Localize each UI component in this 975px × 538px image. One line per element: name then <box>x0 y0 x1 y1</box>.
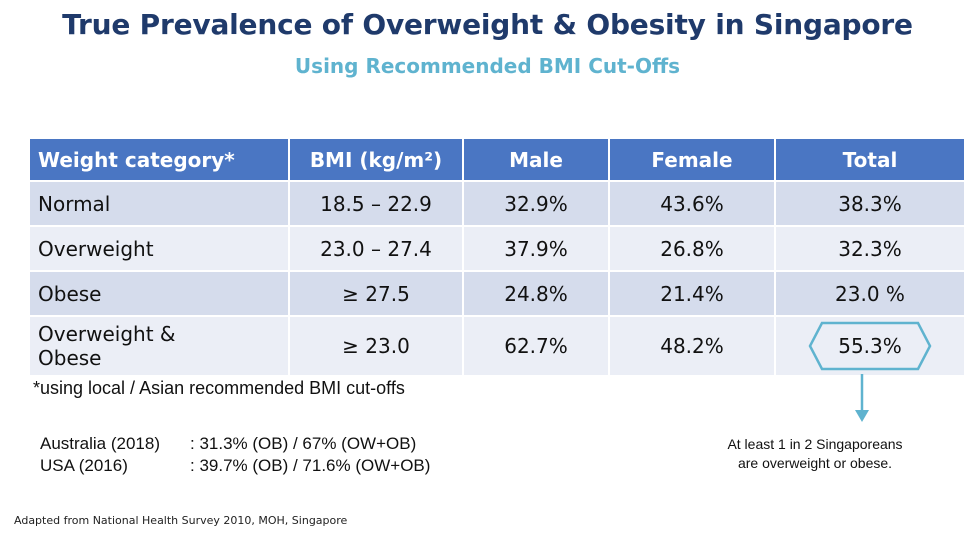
comparison-value: : 31.3% (OB) / 67% (OW+OB) <box>190 434 417 453</box>
page-subtitle: Using Recommended BMI Cut-Offs <box>294 54 681 78</box>
header-bmi: BMI (kg/m²) <box>289 139 464 181</box>
table-row: Overweight 23.0 – 27.4 37.9% 26.8% 32.3% <box>30 225 964 271</box>
table-row: Normal 18.5 – 22.9 32.9% 43.6% 38.3% <box>30 180 964 226</box>
table-row: Overweight & Obese ≥ 23.0 62.7% 48.2% 55… <box>30 315 964 375</box>
cell-category-line2: Obese <box>38 346 102 370</box>
callout-text: At least 1 in 2 Singaporeans are overwei… <box>680 435 950 473</box>
down-arrow-icon <box>855 374 869 422</box>
cell-female: 48.2% <box>609 315 776 375</box>
source-citation: Adapted from National Health Survey 2010… <box>14 514 348 527</box>
cell-category: Obese <box>30 270 290 316</box>
callout-line1: At least 1 in 2 Singaporeans <box>727 436 903 452</box>
callout-line2: are overweight or obese. <box>737 455 893 471</box>
comparison-label: USA (2016) <box>40 456 128 475</box>
comparison-label: Australia (2018) <box>40 434 161 453</box>
cell-bmi: 23.0 – 27.4 <box>289 225 464 271</box>
cell-male: 62.7% <box>463 315 610 375</box>
cell-female: 21.4% <box>609 270 776 316</box>
comparison-value: : 39.7% (OB) / 71.6% (OW+OB) <box>190 456 431 475</box>
cell-total: 23.0 % <box>775 270 964 316</box>
prevalence-table: Weight category* BMI (kg/m²) Male Female… <box>30 139 964 375</box>
cell-female: 43.6% <box>609 180 776 226</box>
page-title: True Prevalence of Overweight & Obesity … <box>62 8 913 41</box>
header-weight-category: Weight category* <box>30 139 290 181</box>
table-header-row: Weight category* BMI (kg/m²) Male Female… <box>30 139 964 181</box>
footnote: *using local / Asian recommended BMI cut… <box>33 378 405 398</box>
hexagon-icon <box>808 321 932 371</box>
header-male: Male <box>463 139 610 181</box>
cell-total: 38.3% <box>775 180 964 226</box>
cell-category-line1: Overweight & <box>38 322 176 346</box>
international-comparison: Australia (2018) : 31.3% (OB) / 67% (OW+O… <box>40 433 430 477</box>
comparison-row: USA (2016) : 39.7% (OB) / 71.6% (OW+OB) <box>40 455 430 477</box>
cell-total-highlighted: 55.3% <box>775 315 964 375</box>
cell-category: Overweight <box>30 225 290 271</box>
cell-female: 26.8% <box>609 225 776 271</box>
cell-category: Normal <box>30 180 290 226</box>
hexagon-highlight: 55.3% <box>808 321 932 371</box>
header-total: Total <box>775 139 964 181</box>
comparison-row: Australia (2018) : 31.3% (OB) / 67% (OW+O… <box>40 433 430 455</box>
header-female: Female <box>609 139 776 181</box>
cell-total: 32.3% <box>775 225 964 271</box>
cell-bmi: 18.5 – 22.9 <box>289 180 464 226</box>
table-row: Obese ≥ 27.5 24.8% 21.4% 23.0 % <box>30 270 964 316</box>
cell-bmi: ≥ 23.0 <box>289 315 464 375</box>
total-highlight-value: 55.3% <box>838 334 902 358</box>
cell-male: 37.9% <box>463 225 610 271</box>
cell-male: 24.8% <box>463 270 610 316</box>
cell-category: Overweight & Obese <box>30 315 290 375</box>
cell-bmi: ≥ 27.5 <box>289 270 464 316</box>
cell-male: 32.9% <box>463 180 610 226</box>
